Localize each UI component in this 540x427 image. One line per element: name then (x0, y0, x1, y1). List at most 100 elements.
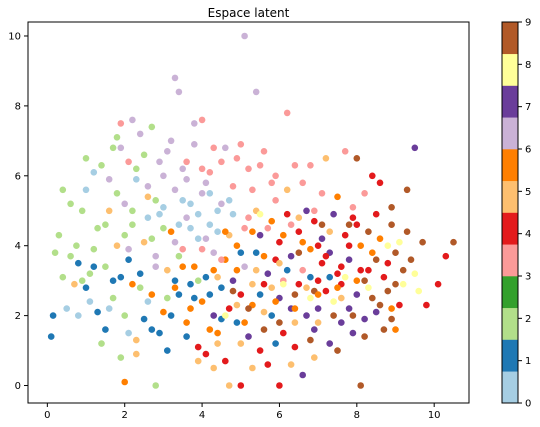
scatter-point (203, 351, 210, 358)
scatter-point (168, 228, 175, 235)
scatter-point (284, 211, 291, 218)
scatter-point (268, 284, 275, 291)
scatter-point (195, 277, 202, 284)
scatter-point (288, 221, 295, 228)
colorbar-segment (502, 308, 518, 340)
scatter-point (261, 309, 268, 316)
scatter-point (241, 263, 248, 270)
scatter-point (110, 145, 117, 152)
scatter-point (276, 382, 283, 389)
scatter-point (276, 319, 283, 326)
scatter-point (450, 239, 457, 246)
scatter-point (102, 326, 109, 333)
scatter-point (218, 256, 225, 263)
scatter-point (315, 305, 322, 312)
scatter-point (176, 291, 183, 298)
scatter-point (187, 305, 194, 312)
scatter-point (129, 221, 136, 228)
colorbar-tick-label: 2 (525, 314, 531, 325)
scatter-point (121, 379, 128, 386)
scatter-point (369, 249, 376, 256)
scatter-point (338, 295, 345, 302)
scatter-point (207, 190, 214, 197)
scatter-point (326, 274, 333, 281)
scatter-point (245, 214, 252, 221)
scatter-point (265, 270, 272, 277)
scatter-point (187, 201, 194, 208)
scatter-point (404, 228, 411, 235)
scatter-point (303, 208, 310, 215)
scatter-point (404, 187, 411, 194)
scatter-point (388, 305, 395, 312)
scatter-point (172, 75, 179, 82)
scatter-point (91, 169, 98, 176)
scatter-point (125, 159, 132, 166)
scatter-point (350, 214, 357, 221)
scatter-point (385, 242, 392, 249)
scatter-point (334, 270, 341, 277)
scatter-point (292, 319, 299, 326)
scatter-point (164, 295, 171, 302)
scatter-point (272, 340, 279, 347)
scatter-point (354, 277, 361, 284)
scatter-point (63, 305, 70, 312)
scatter-point (272, 197, 279, 204)
scatter-point (121, 201, 128, 208)
scatter-point (60, 274, 67, 281)
scatter-point (152, 382, 159, 389)
scatter-point (284, 187, 291, 194)
scatter-point (241, 33, 248, 40)
scatter-point (238, 291, 245, 298)
scatter-point (149, 124, 156, 131)
scatter-point (156, 330, 163, 337)
scatter-point (191, 295, 198, 302)
scatter-point (319, 221, 326, 228)
scatter-point (245, 305, 252, 312)
scatter-point (261, 281, 268, 288)
scatter-point (125, 330, 132, 337)
scatter-point (210, 249, 217, 256)
colorbar-tick-label: 0 (525, 399, 531, 410)
scatter-point (388, 204, 395, 211)
scatter-point (311, 208, 318, 215)
scatter-point (98, 162, 105, 169)
scatter-point (133, 166, 140, 173)
scatter-point (172, 187, 179, 194)
scatter-point (129, 208, 136, 215)
scatter-point (210, 365, 217, 372)
scatter-point (276, 239, 283, 246)
scatter-point (253, 267, 260, 274)
scatter-point (145, 214, 152, 221)
y-tick-label: 10 (8, 31, 21, 42)
colorbar-segment (502, 22, 518, 54)
scatter-point (330, 211, 337, 218)
scatter-point (230, 211, 237, 218)
scatter-point (218, 201, 225, 208)
scatter-point (415, 288, 422, 295)
scatter-point (307, 295, 314, 302)
scatter-point (377, 235, 384, 242)
scatter-point (172, 277, 179, 284)
scatter-point (98, 340, 105, 347)
scatter-point (168, 138, 175, 145)
scatter-point (152, 253, 159, 260)
scatter-point (176, 89, 183, 96)
scatter-point (218, 159, 225, 166)
scatter-point (365, 267, 372, 274)
scatter-point (334, 284, 341, 291)
scatter-point (91, 263, 98, 270)
scatter-point (234, 319, 241, 326)
scatter-point (133, 176, 140, 183)
scatter-point (373, 211, 380, 218)
scatter-point (73, 242, 80, 249)
scatter-point (361, 316, 368, 323)
x-axis: 0 2 4 6 8 10 (44, 403, 440, 421)
scatter-point (230, 277, 237, 284)
scatter-point (230, 288, 237, 295)
scatter-point (330, 298, 337, 305)
scatter-point (373, 309, 380, 316)
scatter-point (203, 274, 210, 281)
scatter-point (307, 162, 314, 169)
scatter-point (245, 166, 252, 173)
